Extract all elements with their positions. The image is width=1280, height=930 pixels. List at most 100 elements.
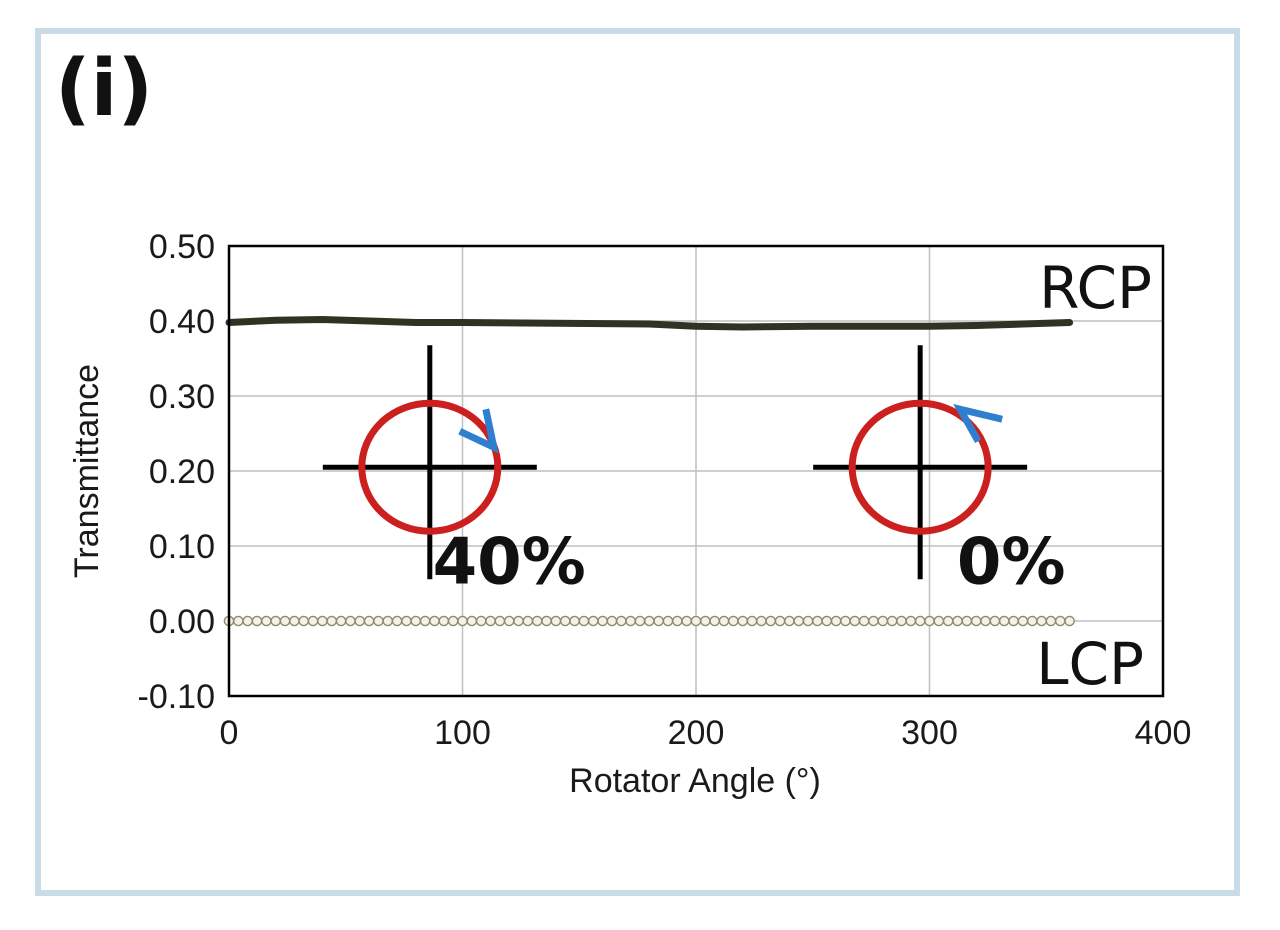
lcp-point xyxy=(242,615,253,627)
lcp-point xyxy=(559,615,571,627)
lcp-point xyxy=(1017,615,1029,627)
y-tick-label: 0.50 xyxy=(149,228,215,266)
lcp-point xyxy=(998,615,1010,627)
y-tick-label: 0.20 xyxy=(149,453,215,491)
lcp-point xyxy=(531,615,543,627)
lcp-point xyxy=(961,615,973,627)
lcp-point xyxy=(914,615,926,627)
lcp-point xyxy=(233,615,244,627)
lcp-point xyxy=(363,615,375,627)
lcp-point xyxy=(373,615,384,627)
lcp-point xyxy=(307,615,319,627)
lcp-point xyxy=(317,615,328,627)
lcp-point xyxy=(681,615,692,627)
lcp-point xyxy=(718,615,730,627)
lcp-point xyxy=(438,615,450,627)
right-handed-polarization-icon xyxy=(322,345,537,580)
plot-border xyxy=(227,244,1165,698)
lcp-point xyxy=(728,615,739,627)
lcp-point xyxy=(345,615,356,627)
lcp-point xyxy=(784,615,795,627)
lcp-point xyxy=(606,615,618,627)
annotation-label: 0% xyxy=(957,526,1066,600)
lcp-point xyxy=(774,615,786,627)
lcp-point xyxy=(251,615,263,627)
lcp-point xyxy=(858,615,870,627)
lcp-point xyxy=(1064,615,1075,627)
lcp-point xyxy=(522,615,534,627)
lcp-point xyxy=(690,615,702,627)
lcp-point xyxy=(289,615,300,627)
polarization-circle xyxy=(848,399,992,535)
lcp-point xyxy=(466,615,478,627)
lcp-point xyxy=(634,615,646,627)
panel-label: (i) xyxy=(55,44,154,134)
lcp-point xyxy=(849,615,861,627)
lcp-point xyxy=(756,615,767,627)
lcp-point xyxy=(812,615,823,627)
x-tick-label: 400 xyxy=(1135,714,1192,752)
figure-frame xyxy=(35,28,1240,896)
lcp-point xyxy=(550,615,562,627)
tick-labels: 0 100 200 300 400 -0.10 0.00 0.10 0.20 0.30 0.40 0.… xyxy=(138,228,1192,752)
lcp-point xyxy=(952,615,963,627)
lcp-point xyxy=(746,615,758,627)
lcp-point xyxy=(513,615,524,627)
lcp-point xyxy=(298,615,310,627)
lcp-point xyxy=(924,615,935,627)
y-tick-label: 0.40 xyxy=(149,303,215,341)
lcp-point xyxy=(644,615,655,627)
lcp-point xyxy=(896,615,907,627)
lcp-point xyxy=(625,615,636,627)
grid-lines xyxy=(229,246,1163,696)
lcp-point xyxy=(942,615,954,627)
series-label-rcp: RCP xyxy=(1039,254,1152,322)
lcp-point xyxy=(980,615,991,627)
lcp-point xyxy=(419,615,431,627)
lcp-point xyxy=(672,615,683,627)
lcp-point xyxy=(877,615,889,627)
lcp-point xyxy=(821,615,833,627)
lcp-point xyxy=(886,615,898,627)
lcp-point xyxy=(662,615,674,627)
x-axis-label: Rotator Angle (°) xyxy=(569,762,821,800)
lcp-point xyxy=(905,615,917,627)
lcp-point xyxy=(401,615,412,627)
lcp-point xyxy=(494,615,506,627)
rcp-series xyxy=(225,316,1074,331)
annotation-label: 40% xyxy=(433,526,586,600)
lcp-point xyxy=(279,615,291,627)
lcp-point xyxy=(1045,615,1057,627)
y-tick-label: 0.10 xyxy=(149,528,215,566)
lcp-point xyxy=(541,615,552,627)
lcp-point xyxy=(597,615,608,627)
lcp-point xyxy=(457,615,468,627)
y-tick-label: -0.10 xyxy=(138,678,216,716)
series-label-lcp: LCP xyxy=(1036,630,1144,698)
counterclockwise-arrow-icon xyxy=(953,403,1003,443)
lcp-point xyxy=(503,615,515,627)
lcp-point xyxy=(1054,615,1066,627)
x-tick-label: 200 xyxy=(668,714,725,752)
lcp-point xyxy=(868,615,879,627)
lcp-point xyxy=(709,615,720,627)
lcp-point xyxy=(970,615,982,627)
lcp-point xyxy=(335,615,347,627)
lcp-point xyxy=(1026,615,1038,627)
lcp-point xyxy=(429,615,440,627)
lcp-point xyxy=(700,615,711,627)
lcp-point xyxy=(391,615,403,627)
polarization-circle xyxy=(358,399,502,535)
lcp-point xyxy=(382,615,394,627)
y-tick-label: 0.30 xyxy=(149,378,215,416)
lcp-point xyxy=(840,615,851,627)
lcp-point xyxy=(830,615,842,627)
x-tick-label: 0 xyxy=(220,714,239,752)
lcp-point xyxy=(326,615,338,627)
lcp-point xyxy=(354,615,366,627)
lcp-point xyxy=(615,615,627,627)
lcp-point xyxy=(410,615,422,627)
lcp-point xyxy=(475,615,487,627)
lcp-point xyxy=(1036,615,1047,627)
